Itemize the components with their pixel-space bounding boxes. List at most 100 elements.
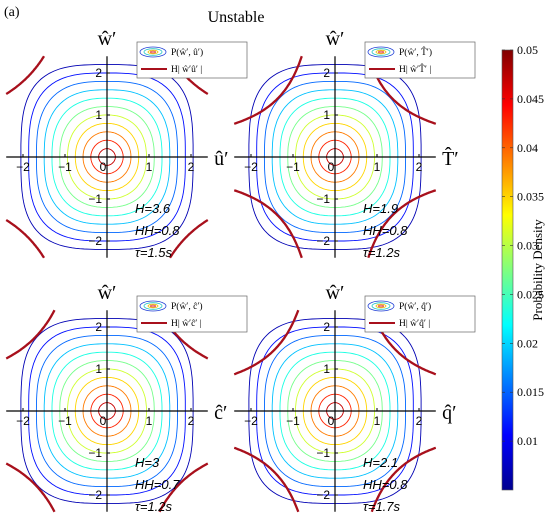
x-tick-label: −2 — [16, 160, 30, 174]
colorbar-label: Probability Density — [530, 219, 545, 321]
x-tick-label: −1 — [58, 160, 72, 174]
hole-curve — [5, 309, 56, 360]
x-tick-label: 2 — [416, 414, 423, 428]
y-tick-label: 2 — [323, 66, 330, 80]
y-tick-label: −1 — [316, 192, 330, 206]
legend-label: P(ŵ′, T̂′) — [399, 45, 432, 58]
legend-contour-icon — [147, 49, 159, 55]
x-tick-label: 0 — [328, 414, 335, 428]
legend-label: H| ŵ′û′ | — [171, 65, 202, 75]
legend-box — [136, 41, 248, 79]
y-tick-label: 1 — [323, 362, 330, 376]
y-tick-label: 1 — [95, 108, 102, 122]
colorbar-ticks: 0.05 0.045 0.04 0.035 0.03 0.025 0.02 0.015 0.01 — [502, 43, 544, 448]
y-tick-label: −1 — [88, 446, 102, 460]
legend-box — [364, 41, 476, 79]
annotation: H=3.6 — [135, 201, 171, 216]
x-tick-label: 1 — [374, 414, 381, 428]
x-tick-label: −1 — [58, 414, 72, 428]
x-tick-label: 2 — [188, 160, 195, 174]
legend-contour-icon — [375, 49, 387, 55]
y-tick-label: 1 — [95, 362, 102, 376]
x-axis-label: q̂′ — [442, 402, 456, 424]
legend-label: P(ŵ′, q̂′) — [399, 301, 431, 312]
annotation: HH=0.8 — [135, 223, 180, 238]
x-tick-label: −2 — [244, 160, 258, 174]
annotation: HH=0.7 — [135, 477, 180, 492]
figure-title: Unstable — [208, 9, 265, 26]
y-tick-label: −2 — [316, 488, 330, 502]
panel-label: (a) — [4, 5, 20, 20]
hole-curve — [370, 309, 437, 376]
x-tick-label: 0 — [328, 160, 335, 174]
x-tick-label: 2 — [188, 414, 195, 428]
hole-curve — [169, 219, 209, 259]
hole-curve — [233, 309, 300, 376]
x-tick-label: −2 — [16, 414, 30, 428]
y-tick-label: −2 — [88, 488, 102, 502]
colorbar: 0.05 0.045 0.04 0.035 0.03 0.025 0.02 0.015 0.01… — [501, 43, 545, 491]
hole-curve — [158, 462, 209, 513]
x-tick-label: 1 — [374, 160, 381, 174]
legend-label: H| ŵ′T̂′ | — [399, 62, 431, 75]
annotation: τ=1.2s — [363, 245, 401, 260]
colorbar-gradient — [501, 49, 514, 491]
annotation: H=3 — [135, 455, 160, 470]
y-tick-label: 2 — [95, 66, 102, 80]
legend-contour-icon — [375, 303, 387, 309]
legend-contour-icon — [143, 302, 163, 310]
legend-box — [364, 295, 476, 333]
x-tick-label: −2 — [244, 414, 258, 428]
y-tick-label: −2 — [88, 234, 102, 248]
legend-contour-icon — [371, 302, 391, 310]
hole-curve — [233, 55, 303, 125]
legend-label: P(ŵ′, û′) — [171, 47, 203, 58]
legend-label: H| ŵ′q̂′ | — [399, 318, 430, 329]
annotation: τ=1.5s — [135, 245, 173, 260]
hole-curve — [370, 446, 437, 513]
y-axis-label: ŵ′ — [98, 28, 117, 50]
legend: P(ŵ′, ĉ′) H| ŵ′ĉ′ | — [136, 295, 248, 333]
chart-panel-4: −2 −1 0 1 2 2 1 −1 −2 ŵ′ q̂′ P(ŵ′, q̂′) H| ŵ′q̂′ | H=… — [233, 282, 476, 514]
y-tick-label: −2 — [316, 234, 330, 248]
y-tick-label: −1 — [316, 446, 330, 460]
y-axis-label: ŵ′ — [326, 282, 345, 304]
legend-label: P(ŵ′, ĉ′) — [171, 301, 203, 312]
hole-curve — [367, 189, 437, 259]
annotation: H=1.9 — [363, 201, 398, 216]
annotation: HH=0.8 — [363, 477, 408, 492]
hole-curve — [233, 189, 303, 259]
panels: −2 −1 0 1 2 2 1 −1 −2 ŵ′ û′ P(ŵ′, û′) H| ŵ′û′ | H=3.6… — [5, 28, 476, 514]
legend: P(ŵ′, û′) H| ŵ′û′ | — [136, 41, 248, 79]
hole-curve — [233, 446, 300, 513]
annotation: H=2.1 — [363, 455, 398, 470]
x-axis-label: û′ — [214, 148, 228, 170]
x-tick-label: 0 — [100, 414, 107, 428]
y-tick-label: 1 — [323, 108, 330, 122]
legend-contour-icon — [143, 48, 163, 56]
y-tick-label: 2 — [323, 320, 330, 334]
hole-curve — [5, 462, 56, 513]
chart-panel-3: −2 −1 0 1 2 2 1 −1 −2 ŵ′ ĉ′ P(ŵ′, ĉ′) H| ŵ′ĉ′ | H=3 HH… — [5, 282, 248, 514]
x-axis-label: T̂′ — [442, 146, 459, 170]
colorbar-tick-label: 0.045 — [517, 92, 544, 106]
colorbar-tick-label: 0.03 — [517, 239, 538, 253]
y-axis-label: ŵ′ — [326, 28, 345, 50]
legend-contour-icon — [378, 50, 384, 54]
legend-label: H| ŵ′ĉ′ | — [171, 319, 202, 329]
x-tick-label: 1 — [146, 160, 153, 174]
legend-contour-icon — [367, 46, 395, 58]
chart-panel-2: −2 −1 0 1 2 2 1 −1 −2 ŵ′ T̂′ P(ŵ′, T̂′) H| ŵ′T̂′ | H=… — [233, 28, 476, 260]
y-tick-label: −1 — [88, 192, 102, 206]
annotation: HH=0.8 — [363, 223, 408, 238]
x-tick-label: 0 — [100, 160, 107, 174]
colorbar-tick-label: 0.05 — [517, 43, 538, 57]
legend-contour-icon — [139, 300, 167, 312]
colorbar-tick-label: 0.025 — [517, 287, 544, 301]
colorbar-tick-label: 0.04 — [517, 141, 538, 155]
legend-contour-icon — [150, 50, 156, 54]
legend-contour-icon — [150, 304, 156, 308]
x-axis-label: ĉ′ — [214, 402, 227, 424]
hole-curve — [5, 219, 45, 259]
